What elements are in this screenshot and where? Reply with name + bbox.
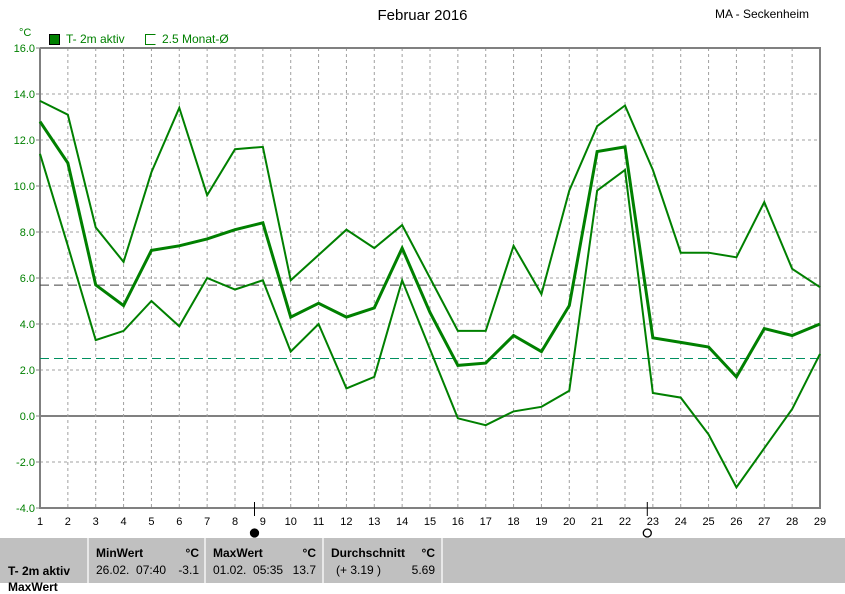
legend-swatch-open — [145, 33, 156, 45]
x-tick-label: 3 — [93, 516, 99, 528]
max-value: 13.7 — [292, 563, 316, 577]
x-tick-label: 10 — [285, 516, 297, 528]
x-tick-label: 13 — [368, 516, 380, 528]
avg-delta: (+ 3.19 ) — [336, 563, 382, 577]
legend-label: 2.5 Monat-Ø — [162, 32, 229, 46]
x-tick-label: 17 — [480, 516, 492, 528]
series-line-daily-min — [39, 153, 821, 490]
y-tick-label: 0.0 — [20, 411, 35, 423]
y-tick-label: 12.0 — [14, 135, 35, 147]
series-line-daily-mean — [38, 120, 821, 380]
avg-value: 5.69 — [411, 563, 435, 577]
x-tick-label: 9 — [260, 516, 266, 528]
min-date: 26.02. 07:40 — [96, 563, 167, 577]
y-tick-label: -4.0 — [16, 503, 35, 515]
x-tick-label: 25 — [702, 516, 714, 528]
max-unit: °C — [302, 546, 316, 560]
y-tick-label: -2.0 — [16, 457, 35, 469]
stats-table: T- 2m aktiv MaxWert MinWert °C 26.02. 07… — [0, 538, 845, 594]
row-label-2: MaxWert — [8, 580, 58, 594]
x-tick-label: 5 — [148, 516, 154, 528]
x-tick-label: 21 — [591, 516, 603, 528]
x-tick-label: 23 — [647, 516, 659, 528]
x-tick-label: 14 — [396, 516, 408, 528]
x-tick-label: 15 — [424, 516, 436, 528]
x-tick-label: 24 — [675, 516, 687, 528]
x-tick-label: 1 — [37, 516, 43, 528]
legend-swatch-filled — [49, 33, 60, 45]
x-tick-label: 26 — [730, 516, 742, 528]
y-tick-label: 4.0 — [20, 319, 35, 331]
x-tick-label: 27 — [758, 516, 770, 528]
x-tick-label: 2 — [65, 516, 71, 528]
avg-header: Durchschnitt — [331, 546, 406, 560]
x-tick-label: 16 — [452, 516, 464, 528]
avg-column: Durchschnitt °C (+ 3.19 ) 5.69 — [322, 538, 443, 583]
new-moon-icon — [642, 528, 652, 538]
y-tick-label: 8.0 — [20, 227, 35, 239]
x-tick-label: 6 — [176, 516, 182, 528]
min-header: MinWert — [96, 546, 144, 560]
max-date: 01.02. 05:35 — [213, 563, 284, 577]
station-name: MA - Seckenheim — [714, 7, 809, 21]
temperature-chart: 16.014.012.010.08.06.04.02.00.0-2.0-4.01… — [14, 43, 826, 538]
x-tick-label: 8 — [232, 516, 238, 528]
x-tick-label: 4 — [121, 516, 127, 528]
x-tick-label: 11 — [313, 516, 324, 528]
legend-item-t2m: T- 2m aktiv — [49, 32, 125, 46]
avg-unit: °C — [421, 546, 435, 560]
legend-item-avg: 2.5 Monat-Ø — [145, 32, 229, 46]
row-label: T- 2m aktiv — [8, 564, 71, 578]
y-tick-label: 14.0 — [14, 89, 35, 101]
x-tick-label: 29 — [814, 516, 826, 528]
min-unit: °C — [185, 546, 199, 560]
y-tick-label: 16.0 — [14, 43, 35, 55]
plot-frame — [39, 47, 821, 509]
max-header: MaxWert — [213, 546, 263, 560]
x-tick-label: 18 — [507, 516, 519, 528]
legend-label: T- 2m aktiv — [66, 32, 125, 46]
x-tick-label: 28 — [786, 516, 798, 528]
y-axis-unit: °C — [19, 27, 32, 39]
x-tick-label: 7 — [204, 516, 210, 528]
max-column: MaxWert °C 01.02. 05:35 13.7 — [204, 538, 322, 583]
y-tick-label: 2.0 — [20, 365, 35, 377]
y-tick-label: 6.0 — [20, 273, 35, 285]
x-tick-label: 19 — [535, 516, 547, 528]
y-tick-label: 10.0 — [14, 181, 35, 193]
series-line-daily-max — [39, 100, 821, 332]
chart-title: Februar 2016 — [377, 7, 468, 24]
x-tick-label: 22 — [619, 516, 631, 528]
min-value: -3.1 — [178, 563, 199, 577]
full-moon-icon — [249, 528, 260, 538]
min-column: MinWert °C 26.02. 07:40 -3.1 — [87, 538, 205, 583]
x-tick-label: 12 — [340, 516, 352, 528]
x-tick-label: 20 — [563, 516, 575, 528]
